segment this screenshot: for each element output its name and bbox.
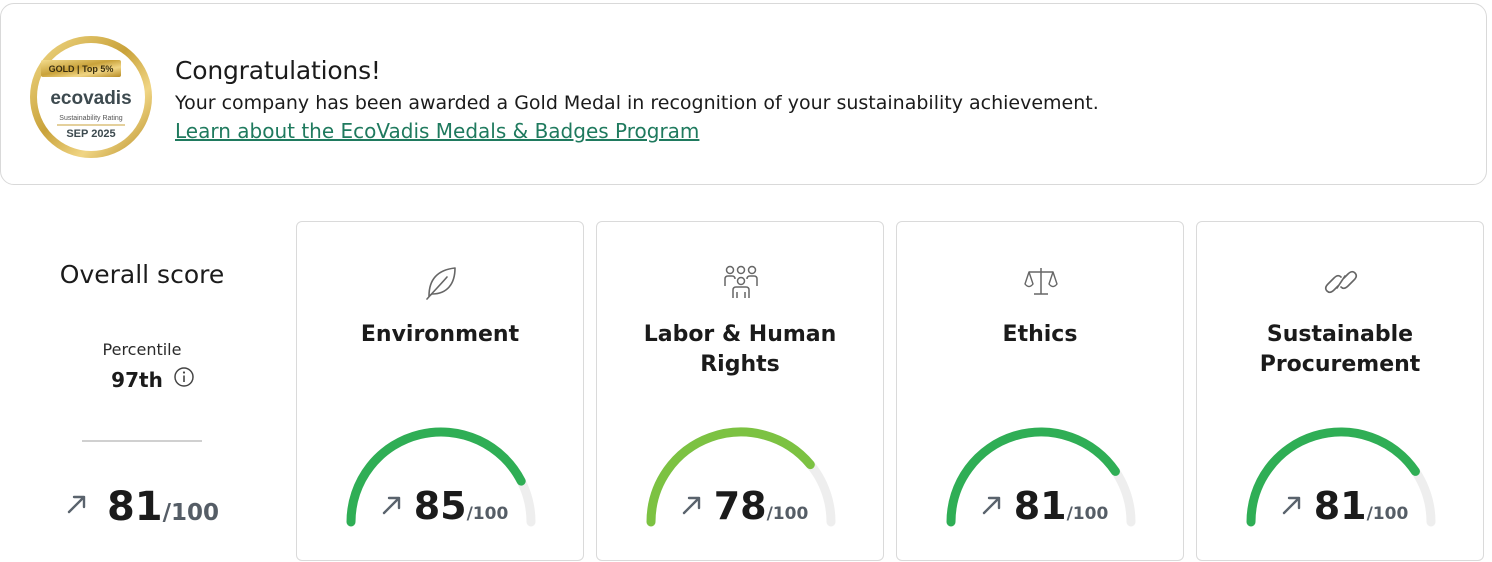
ecovadis-gold-medal-badge: GOLD | Top 5% ecovadis Sustainability Ra… xyxy=(30,36,152,158)
theme-card-environment[interactable]: Environment 85 /100 xyxy=(296,221,584,561)
overall-score-value: 81 /100 xyxy=(20,484,264,530)
gauge-fill xyxy=(346,427,526,527)
trend-up-arrow-icon xyxy=(1282,496,1300,515)
theme-score-number: 81 xyxy=(1313,484,1367,528)
balance-scale-icon xyxy=(1024,268,1058,295)
divider xyxy=(82,440,202,442)
theme-score: 81 /100 xyxy=(897,484,1183,528)
score-gauge xyxy=(346,427,536,527)
link-chain-icon xyxy=(1324,270,1358,294)
medals-program-link[interactable]: Learn about the EcoVadis Medals & Badges… xyxy=(175,119,700,143)
percentile-label: Percentile xyxy=(102,340,182,359)
theme-score-max: /100 xyxy=(466,504,509,524)
theme-card-sustainable-procurement[interactable]: Sustainable Procurement 81 /100 xyxy=(1196,221,1484,561)
svg-text:Sustainability Rating: Sustainability Rating xyxy=(59,115,123,122)
gauge-fill xyxy=(946,427,1120,527)
leaf-icon xyxy=(426,267,456,300)
theme-score-number: 81 xyxy=(1013,484,1067,528)
score-gauge xyxy=(1246,427,1436,527)
overall-score-number: 81 xyxy=(106,484,163,530)
theme-score: 78 /100 xyxy=(597,484,883,528)
congratulations-heading: Congratulations! xyxy=(175,56,381,85)
overall-score-title: Overall score xyxy=(59,260,225,289)
info-icon[interactable] xyxy=(173,366,195,388)
percentile-value: 97th xyxy=(111,368,163,392)
award-message: Your company has been awarded a Gold Med… xyxy=(175,92,1099,114)
trend-up-arrow-icon xyxy=(67,495,86,514)
gauge-fill xyxy=(646,427,815,527)
overall-score-max: /100 xyxy=(162,500,220,526)
score-gauge xyxy=(646,427,836,527)
score-gauge xyxy=(946,427,1136,527)
theme-card-ethics[interactable]: Ethics 81 /100 xyxy=(896,221,1184,561)
svg-text:ecovadis: ecovadis xyxy=(50,88,131,109)
theme-title: Labor & Human Rights xyxy=(643,322,837,377)
people-group-icon xyxy=(724,265,758,298)
svg-text:SEP 2025: SEP 2025 xyxy=(66,128,115,140)
gold-medal-banner: GOLD | Top 5% ecovadis Sustainability Ra… xyxy=(0,3,1487,185)
theme-title: Sustainable Procurement xyxy=(1259,322,1421,377)
overall-score-panel: Overall score Percentile 97th 81 /100 xyxy=(20,222,264,562)
trend-up-arrow-icon xyxy=(682,496,700,515)
theme-score-number: 85 xyxy=(413,484,467,528)
theme-card-labor-human-rights[interactable]: Labor & Human Rights 78 /100 xyxy=(596,221,884,561)
theme-score: 81 /100 xyxy=(1197,484,1483,528)
trend-up-arrow-icon xyxy=(982,496,1000,515)
theme-title: Environment xyxy=(360,322,520,347)
theme-score-max: /100 xyxy=(1066,504,1109,524)
theme-score-number: 78 xyxy=(713,484,767,528)
trend-up-arrow-icon xyxy=(382,496,400,515)
theme-score: 85 /100 xyxy=(297,484,583,528)
theme-score-max: /100 xyxy=(766,504,809,524)
svg-text:GOLD | Top 5%: GOLD | Top 5% xyxy=(49,64,114,74)
theme-title: Ethics xyxy=(1002,322,1078,347)
gauge-fill xyxy=(1246,427,1420,527)
theme-score-max: /100 xyxy=(1366,504,1409,524)
